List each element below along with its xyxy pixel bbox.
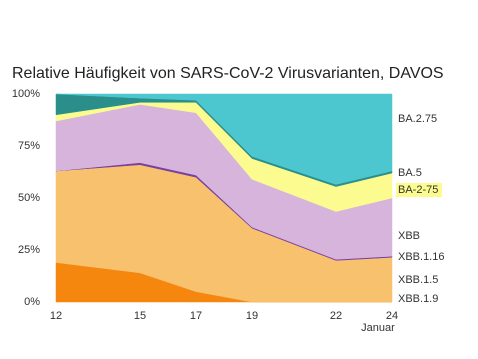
y-tick-label: 25% [18,244,40,256]
x-tick-label: 19 [246,310,258,322]
legend-label: BA-2-75 [398,184,438,196]
x-axis-label: Januar [361,322,395,334]
legend-label: XBB.1.9 [398,293,438,305]
chart-title: Relative Häufigkeit von SARS-CoV-2 Virus… [12,65,444,82]
x-tick-label: 12 [50,310,62,322]
legend-label: XBB [398,230,420,242]
x-tick-label: 22 [330,310,342,322]
legend-label: XBB.1.16 [398,251,444,263]
x-tick-label: 24 [386,310,398,322]
x-tick-label: 17 [190,310,202,322]
y-tick-label: 100% [12,88,40,100]
area [55,93,393,185]
legend-highlight [396,183,442,197]
x-tick-label: 15 [134,310,146,322]
y-tick-label: 75% [18,140,40,152]
y-tick-label: 0% [24,296,40,308]
y-tick-label: 50% [18,192,40,204]
legend-label: BA.2.75 [398,113,437,125]
legend-label: XBB.1.5 [398,274,438,286]
legend-label: BA.5 [398,167,422,179]
